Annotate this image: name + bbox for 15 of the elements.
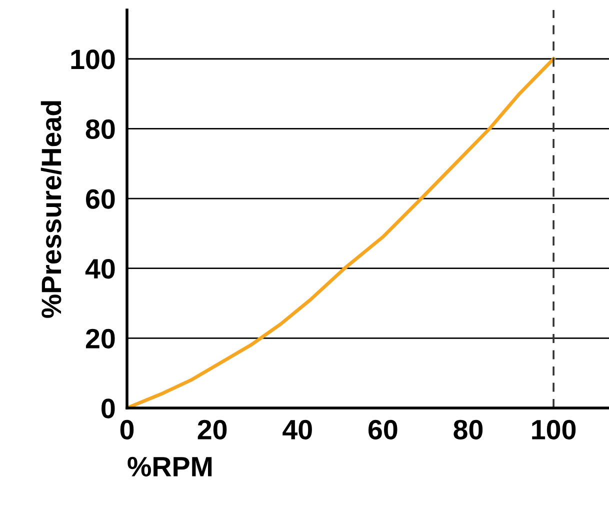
x-tick-label: 80 bbox=[454, 420, 483, 440]
y-tick-label: 40 bbox=[85, 259, 115, 279]
y-tick-label: 20 bbox=[86, 328, 115, 349]
y-tick-label: 60 bbox=[86, 189, 115, 209]
y-tick-label: 0 bbox=[102, 398, 115, 418]
y-tick-label: 80 bbox=[86, 119, 115, 140]
y-axis-title: %Pressure/Head bbox=[40, 101, 62, 318]
x-tick-label: 40 bbox=[282, 420, 312, 440]
x-tick-label: 100 bbox=[532, 420, 576, 440]
y-tick-label: 100 bbox=[71, 50, 115, 70]
x-tick-label: 0 bbox=[120, 420, 134, 440]
line-series bbox=[127, 57, 556, 408]
x-tick-label: 20 bbox=[198, 420, 227, 440]
x-tick-label: 60 bbox=[368, 420, 398, 440]
x-axis-title: %RPM bbox=[128, 456, 212, 476]
